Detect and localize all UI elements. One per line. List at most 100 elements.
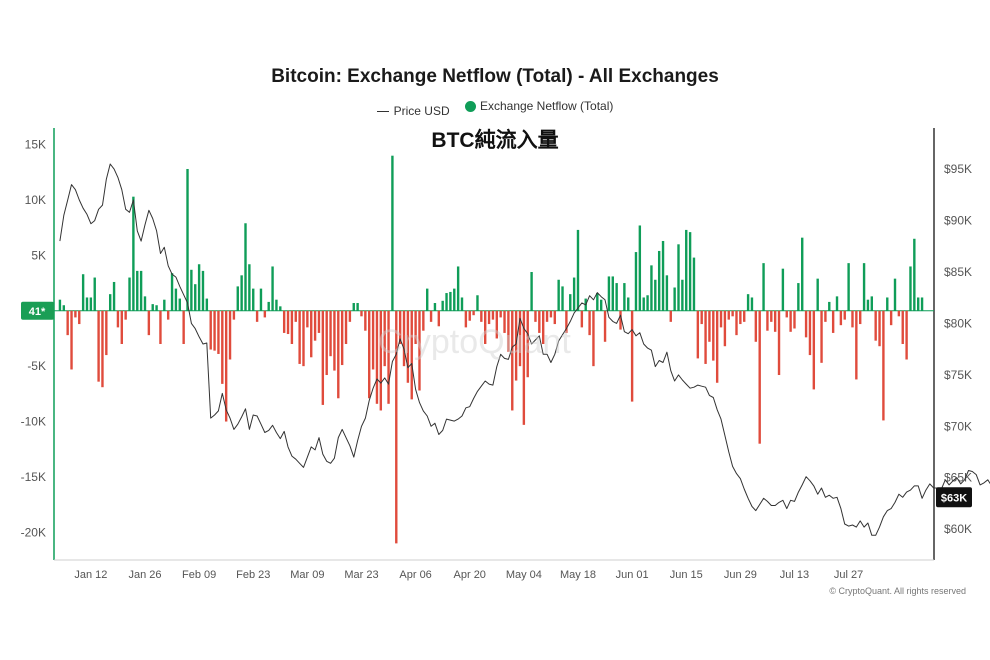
- chart-annotation: BTC純流入量: [431, 129, 559, 152]
- netflow-bar: [619, 310, 622, 330]
- netflow-bar: [634, 252, 638, 311]
- netflow-bar: [746, 294, 750, 311]
- netflow-bar: [163, 299, 166, 311]
- netflow-bar: [340, 310, 344, 366]
- netflow-bar: [387, 310, 390, 404]
- netflow-bar: [344, 310, 348, 344]
- netflow-bar: [398, 310, 402, 344]
- netflow-bar: [166, 310, 170, 320]
- netflow-bar: [78, 310, 81, 325]
- netflow-bar: [333, 310, 336, 371]
- netflow-bar: [704, 310, 707, 364]
- netflow-bar: [762, 263, 765, 311]
- x-tick-label: Jun 15: [670, 569, 703, 581]
- netflow-bar: [770, 310, 773, 322]
- netflow-bar: [557, 279, 560, 311]
- netflow-bar: [209, 310, 212, 350]
- netflow-bar: [646, 295, 649, 311]
- netflow-bar: [391, 155, 394, 311]
- netflow-bar: [437, 310, 441, 327]
- netflow-bar: [553, 310, 556, 325]
- x-tick-label: May 18: [560, 569, 596, 581]
- x-tick-label: Jul 27: [834, 569, 863, 581]
- netflow-bar: [375, 310, 379, 404]
- netflow-bar: [429, 310, 433, 322]
- netflow-bar: [789, 310, 792, 332]
- netflow-bar: [379, 310, 383, 411]
- copyright-text: © CryptoQuant. All rights reserved: [829, 586, 966, 596]
- netflow-bar: [511, 310, 514, 411]
- y-right-tick-label: $60K: [944, 522, 972, 536]
- netflow-bar: [828, 301, 831, 311]
- netflow-bar: [395, 310, 398, 544]
- netflow-bar: [870, 296, 874, 311]
- netflow-bar: [101, 310, 104, 388]
- netflow-bar: [901, 310, 904, 344]
- netflow-bar: [874, 310, 877, 341]
- netflow-bar: [449, 291, 452, 311]
- netflow-bar: [526, 310, 529, 378]
- netflow-bar: [456, 266, 460, 311]
- netflow-bar: [267, 301, 270, 311]
- netflow-bar: [217, 310, 220, 354]
- x-tick-label: Apr 06: [399, 569, 431, 581]
- netflow-bar: [665, 275, 669, 311]
- netflow-bar: [290, 310, 294, 344]
- netflow-bar: [62, 305, 65, 311]
- x-tick-label: Jan 26: [128, 569, 161, 581]
- netflow-bar: [120, 310, 123, 344]
- watermark: CryptoQuant: [378, 323, 571, 361]
- netflow-bar: [599, 299, 603, 311]
- netflow-bar: [112, 281, 116, 311]
- netflow-bar: [793, 310, 796, 329]
- netflow-bar: [893, 278, 897, 311]
- current-price-label: $63K: [941, 492, 967, 504]
- netflow-bar: [797, 283, 800, 311]
- netflow-bar: [549, 310, 553, 318]
- netflow-bar: [905, 310, 908, 360]
- netflow-bar: [785, 310, 788, 318]
- netflow-bar: [708, 310, 711, 342]
- netflow-bar: [155, 305, 158, 311]
- netflow-bar: [224, 310, 228, 422]
- netflow-bar: [677, 244, 680, 311]
- netflow-bar: [205, 298, 209, 311]
- netflow-bar: [232, 310, 236, 320]
- legend-item-price[interactable]: Price USD: [376, 104, 450, 118]
- netflow-bar: [464, 310, 468, 328]
- netflow-bar: [139, 270, 143, 311]
- netflow-bar: [317, 310, 321, 333]
- netflow-bar: [252, 288, 255, 311]
- netflow-bar: [661, 240, 665, 311]
- current-netflow-badge: [21, 301, 54, 320]
- netflow-bar: [642, 297, 645, 311]
- netflow-bar: [441, 300, 444, 311]
- netflow-bar: [480, 310, 483, 322]
- netflow-bar: [221, 310, 224, 384]
- netflow-bar: [561, 286, 564, 311]
- netflow-bar: [70, 310, 73, 370]
- netflow-bar: [259, 288, 263, 311]
- netflow-bar: [186, 168, 189, 311]
- netflow-bar: [329, 310, 332, 357]
- netflow-bar: [777, 310, 781, 376]
- netflow-bar: [178, 298, 181, 311]
- netflow-bar: [124, 310, 127, 320]
- netflow-bar: [700, 310, 703, 325]
- netflow-bar: [731, 310, 734, 317]
- netflow-bar: [487, 310, 491, 325]
- legend-dot-icon: [464, 100, 476, 112]
- y-left-tick-label: 10K: [25, 193, 46, 207]
- netflow-bar: [426, 288, 429, 311]
- legend-item-netflow[interactable]: Exchange Netflow (Total): [464, 99, 613, 113]
- y-left-tick-label: -15K: [21, 470, 46, 484]
- netflow-bar: [673, 287, 676, 311]
- netflow-bar: [81, 274, 85, 311]
- netflow-bar: [445, 293, 448, 311]
- netflow-bar: [460, 297, 464, 311]
- y-left-tick-label: -5K: [27, 359, 46, 373]
- netflow-bar: [93, 277, 96, 311]
- x-tick-label: Feb 23: [236, 569, 270, 581]
- current-netflow-label: 41*: [29, 306, 46, 318]
- netflow-bar: [839, 310, 843, 326]
